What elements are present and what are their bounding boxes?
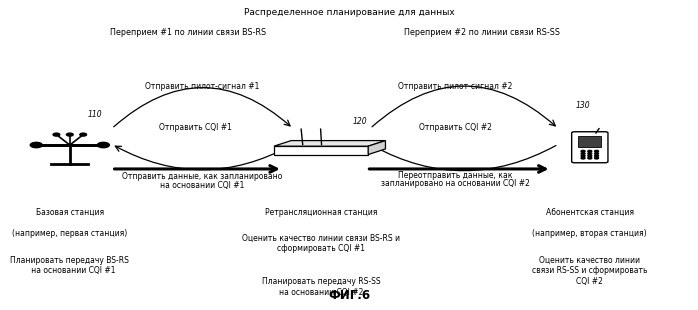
Text: Ретрансляционная станция: Ретрансляционная станция (265, 208, 377, 217)
Circle shape (581, 150, 585, 152)
Text: Отправить данные, как запланировано: Отправить данные, как запланировано (122, 172, 283, 181)
Text: Переотправить данные, как: Переотправить данные, как (398, 170, 513, 180)
Text: Отправить пилот-сигнал #2: Отправить пилот-сигнал #2 (399, 82, 512, 91)
Text: Отправить CQI #2: Отправить CQI #2 (419, 122, 492, 132)
Text: 130: 130 (576, 101, 591, 110)
Polygon shape (369, 141, 385, 154)
Text: 110: 110 (87, 110, 102, 119)
Circle shape (53, 133, 60, 136)
Circle shape (588, 157, 592, 159)
Text: Базовая станция: Базовая станция (36, 208, 104, 217)
Circle shape (595, 155, 598, 157)
Circle shape (97, 142, 110, 148)
Circle shape (66, 133, 73, 136)
Text: ФИГ.6: ФИГ.6 (328, 289, 370, 302)
Circle shape (581, 157, 585, 159)
Text: Планировать передачу RS-SS
на основании CQI #2: Планировать передачу RS-SS на основании … (262, 277, 380, 297)
Text: запланировано на основании CQI #2: запланировано на основании CQI #2 (381, 179, 530, 188)
Polygon shape (274, 141, 385, 146)
Circle shape (588, 153, 592, 154)
Text: Планировать передачу BS-RS
   на основании CQI #1: Планировать передачу BS-RS на основании … (10, 256, 129, 275)
Text: Распределенное планирование для данных: Распределенное планирование для данных (244, 8, 454, 17)
Bar (578, 136, 601, 147)
Text: (например, первая станция): (например, первая станция) (12, 229, 128, 238)
Circle shape (588, 155, 592, 157)
Text: Оценить качество линии связи BS-RS и
сформировать CQI #1: Оценить качество линии связи BS-RS и сфо… (242, 234, 400, 254)
Bar (274, 146, 369, 154)
Circle shape (595, 153, 598, 154)
Circle shape (595, 150, 598, 152)
Text: (например, вторая станция): (например, вторая станция) (533, 229, 647, 238)
Text: Отправить пилот-сигнал #1: Отправить пилот-сигнал #1 (145, 82, 260, 91)
Circle shape (581, 153, 585, 154)
Text: Отправить CQI #1: Отправить CQI #1 (159, 122, 232, 132)
Circle shape (588, 150, 592, 152)
Circle shape (595, 157, 598, 159)
Text: на основании CQI #1: на основании CQI #1 (161, 180, 244, 190)
Circle shape (80, 133, 87, 136)
Text: Переприем #2 по линии связи RS-SS: Переприем #2 по линии связи RS-SS (403, 28, 560, 37)
Text: Переприем #1 по линии связи BS-RS: Переприем #1 по линии связи BS-RS (110, 28, 267, 37)
Text: Оценить качество линии
связи RS-SS и сформировать
CQI #2: Оценить качество линии связи RS-SS и сфо… (532, 256, 648, 286)
Text: Абонентская станция: Абонентская станция (546, 208, 634, 217)
Circle shape (30, 142, 43, 148)
Circle shape (581, 155, 585, 157)
FancyBboxPatch shape (572, 132, 608, 163)
Text: 120: 120 (352, 117, 367, 126)
